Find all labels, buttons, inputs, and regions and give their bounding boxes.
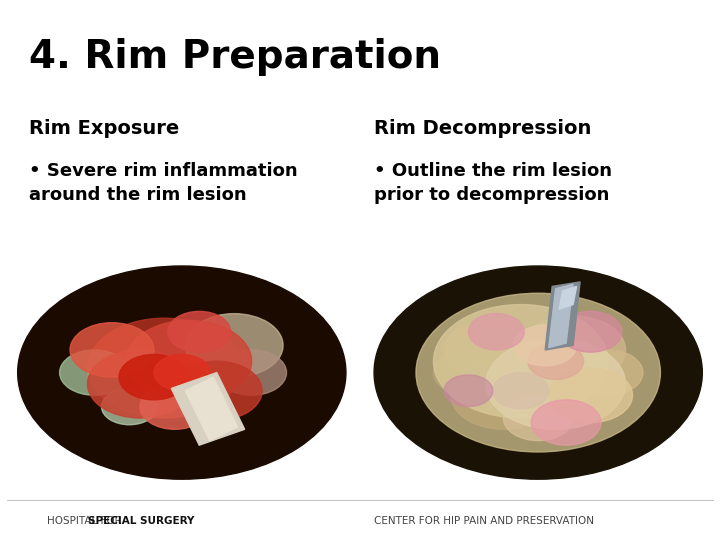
Circle shape	[119, 354, 189, 400]
Circle shape	[60, 350, 130, 395]
Circle shape	[492, 373, 549, 409]
Text: • Outline the rim lesion
prior to decompression: • Outline the rim lesion prior to decomp…	[374, 162, 613, 204]
Circle shape	[528, 343, 584, 380]
Text: HOSPITAL FOR: HOSPITAL FOR	[47, 516, 125, 526]
Circle shape	[433, 305, 608, 418]
Circle shape	[126, 320, 252, 402]
Circle shape	[374, 266, 702, 479]
Text: • Severe rim inflammation
around the rim lesion: • Severe rim inflammation around the rim…	[29, 162, 297, 204]
Circle shape	[433, 350, 503, 395]
Text: H
S: H S	[19, 512, 24, 525]
Circle shape	[217, 350, 287, 395]
Circle shape	[416, 293, 660, 452]
Text: SPECIAL SURGERY: SPECIAL SURGERY	[88, 516, 194, 526]
Circle shape	[88, 318, 241, 418]
Circle shape	[140, 384, 210, 429]
Polygon shape	[559, 286, 577, 309]
Text: CENTER FOR HIP PAIN AND PRESERVATION: CENTER FOR HIP PAIN AND PRESERVATION	[374, 516, 595, 526]
Polygon shape	[545, 282, 580, 350]
Circle shape	[102, 388, 158, 425]
Circle shape	[559, 312, 622, 352]
Circle shape	[185, 314, 283, 377]
Circle shape	[451, 361, 556, 429]
Polygon shape	[171, 373, 245, 445]
Circle shape	[486, 339, 626, 429]
Text: Rim Decompression: Rim Decompression	[374, 119, 592, 138]
Polygon shape	[185, 377, 238, 441]
Circle shape	[70, 323, 154, 377]
Circle shape	[444, 323, 528, 377]
Circle shape	[171, 361, 262, 420]
Circle shape	[444, 375, 492, 407]
Circle shape	[469, 314, 524, 350]
Circle shape	[168, 312, 230, 352]
Circle shape	[503, 395, 573, 441]
Circle shape	[514, 325, 577, 366]
Circle shape	[521, 316, 626, 384]
Circle shape	[531, 400, 601, 445]
Text: 4. Rim Preparation: 4. Rim Preparation	[29, 38, 441, 76]
Text: Rim Exposure: Rim Exposure	[29, 119, 179, 138]
Circle shape	[18, 266, 346, 479]
Circle shape	[154, 354, 210, 391]
Circle shape	[573, 350, 643, 395]
Circle shape	[88, 350, 192, 418]
Polygon shape	[549, 284, 573, 348]
Circle shape	[549, 368, 632, 422]
